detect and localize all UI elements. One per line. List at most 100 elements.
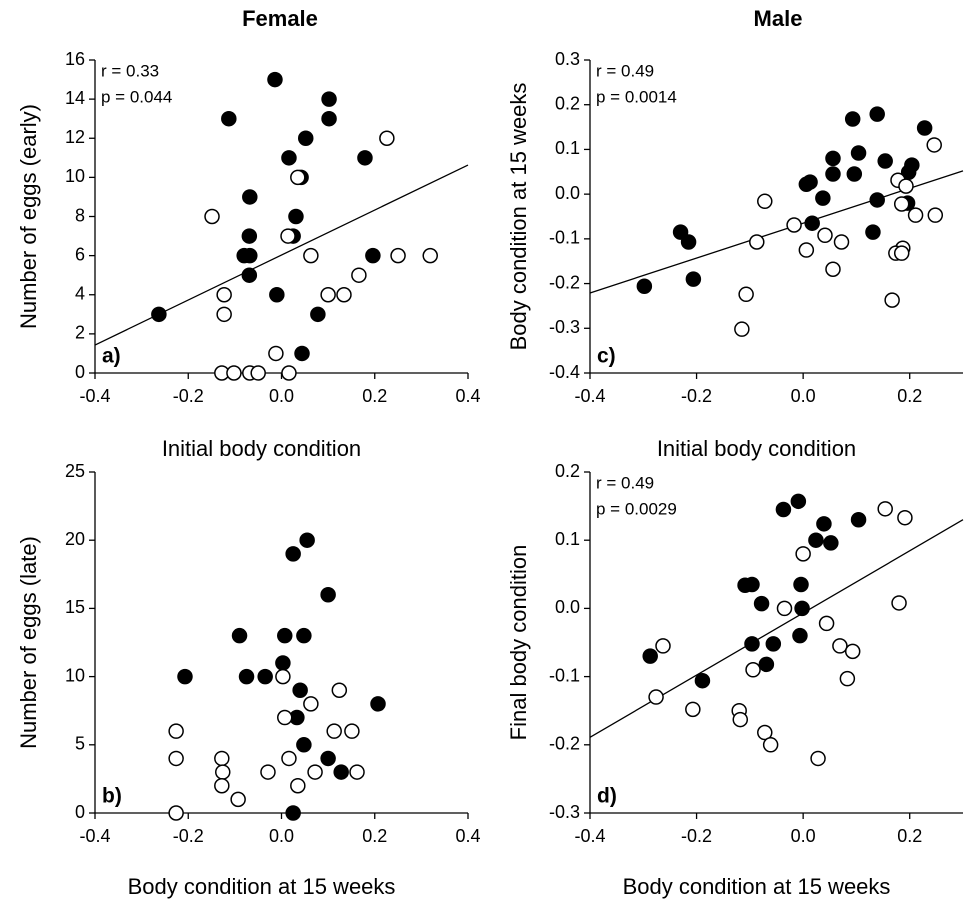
point — [753, 595, 770, 612]
point — [642, 648, 658, 664]
x-tick-label: 0.0 — [269, 386, 294, 406]
point — [357, 150, 373, 166]
point — [927, 207, 944, 223]
point — [904, 157, 920, 173]
point — [241, 267, 258, 283]
y-tick-label: 0.0 — [555, 597, 580, 617]
point — [168, 750, 184, 767]
point — [277, 627, 293, 644]
y-tick-label: 0.2 — [555, 461, 580, 481]
point — [226, 365, 242, 381]
y-tick-label: -0.2 — [549, 734, 580, 754]
point — [817, 227, 833, 244]
point — [275, 668, 291, 685]
y-tick-label: 20 — [65, 529, 85, 549]
point — [685, 701, 701, 718]
point — [379, 130, 395, 146]
panel-label: c) — [597, 345, 616, 368]
y-tick-label: 0.1 — [555, 138, 580, 158]
annotation: r = 0.33 — [101, 61, 159, 80]
x-tick-label: 0.0 — [791, 826, 816, 846]
point — [351, 267, 367, 283]
y-axis-title: Body condition at 15 weeks — [506, 83, 531, 351]
point — [204, 208, 220, 225]
x-tick-label: 0.2 — [897, 826, 922, 846]
point — [215, 764, 231, 780]
x-tick-label: 0.4 — [455, 826, 480, 846]
point — [242, 247, 258, 264]
point — [326, 723, 342, 739]
x-tick-label: 0.2 — [362, 386, 387, 406]
point — [214, 777, 230, 794]
y-tick-label: 14 — [65, 88, 85, 108]
point — [757, 193, 773, 210]
point — [648, 689, 664, 705]
y-tick-label: 10 — [65, 166, 85, 186]
x-tick-label: -0.2 — [681, 386, 712, 406]
x-tick-label: -0.4 — [79, 826, 110, 846]
point — [655, 638, 671, 654]
point — [216, 287, 232, 303]
x-tick-label: -0.2 — [681, 826, 712, 846]
column-title: Male — [754, 6, 803, 31]
fit-line — [589, 519, 964, 738]
point — [884, 292, 900, 308]
point — [869, 192, 885, 208]
point — [216, 306, 232, 323]
point — [280, 228, 296, 244]
y-tick-label: -0.3 — [549, 802, 580, 822]
point — [221, 110, 237, 127]
point — [290, 777, 306, 794]
y-tick-label: 0.2 — [555, 93, 580, 113]
x-axis-title: Body condition at 15 weeks — [623, 874, 891, 899]
annotation: p = 0.044 — [101, 87, 172, 106]
point — [786, 217, 802, 233]
point — [320, 287, 336, 303]
point — [844, 643, 861, 660]
point — [758, 656, 775, 673]
point — [823, 535, 839, 551]
point — [795, 546, 811, 562]
point — [250, 365, 266, 381]
point — [865, 224, 881, 240]
point — [277, 709, 293, 726]
point — [275, 655, 291, 671]
point — [850, 145, 867, 161]
y-tick-label: 0 — [75, 802, 85, 822]
point — [333, 764, 349, 780]
point — [926, 137, 942, 153]
point — [321, 110, 337, 127]
y-tick-label: -0.3 — [549, 317, 580, 337]
point — [241, 228, 258, 244]
point — [802, 174, 818, 190]
point — [775, 501, 792, 518]
point — [893, 245, 910, 261]
x-axis-title: Initial body condition — [162, 436, 361, 461]
point — [288, 208, 304, 225]
point — [285, 546, 301, 562]
y-tick-label: 0 — [75, 362, 85, 382]
annotation: p = 0.0014 — [596, 87, 677, 106]
point — [260, 764, 276, 780]
y-tick-label: -0.1 — [549, 665, 580, 685]
point — [168, 805, 184, 821]
point — [238, 668, 255, 685]
y-tick-label: -0.1 — [549, 228, 580, 248]
point — [844, 111, 861, 127]
point — [672, 224, 689, 240]
y-tick-label: 4 — [75, 284, 85, 304]
point — [365, 247, 381, 264]
point — [390, 247, 406, 264]
y-tick-label: 16 — [65, 49, 85, 69]
point — [776, 600, 793, 617]
point — [839, 670, 856, 687]
x-tick-label: -0.4 — [574, 826, 605, 846]
point — [790, 493, 807, 510]
point — [214, 750, 230, 767]
point — [296, 737, 312, 753]
point — [281, 750, 297, 767]
point — [765, 636, 782, 652]
point — [177, 668, 193, 685]
point — [762, 737, 779, 753]
